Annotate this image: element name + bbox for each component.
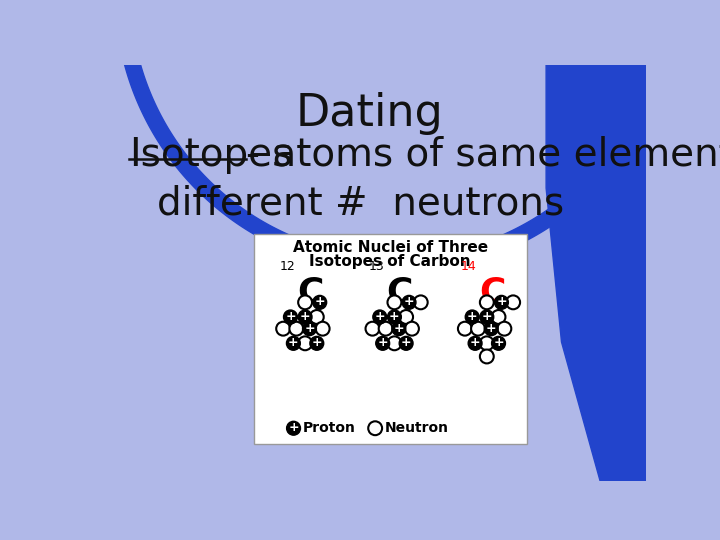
Text: Proton: Proton [303, 421, 356, 435]
Circle shape [485, 322, 498, 335]
Text: 12: 12 [279, 260, 295, 273]
Text: +: + [312, 336, 322, 349]
Text: different #  neutrons: different # neutrons [157, 184, 564, 222]
Circle shape [405, 322, 419, 335]
Circle shape [458, 322, 472, 335]
Circle shape [399, 310, 413, 324]
Polygon shape [120, 39, 575, 273]
Circle shape [392, 322, 406, 335]
Text: +: + [482, 310, 492, 323]
Circle shape [471, 322, 485, 335]
Text: +: + [304, 322, 315, 335]
Text: +: + [493, 336, 504, 349]
Circle shape [298, 336, 312, 350]
Text: C: C [387, 276, 413, 310]
Text: +: + [496, 295, 507, 308]
Circle shape [287, 421, 300, 435]
Circle shape [480, 295, 494, 309]
Circle shape [298, 310, 312, 324]
Text: Isotopes of Carbon: Isotopes of Carbon [310, 254, 471, 269]
Text: +: + [285, 310, 296, 323]
Text: 13: 13 [369, 260, 384, 273]
Circle shape [492, 336, 505, 350]
Text: +: + [374, 310, 385, 323]
Text: +: + [394, 322, 404, 335]
Circle shape [368, 421, 382, 435]
Circle shape [312, 295, 327, 309]
Circle shape [287, 336, 300, 350]
Text: C: C [297, 276, 324, 310]
Circle shape [315, 322, 330, 335]
Circle shape [399, 336, 413, 350]
Circle shape [387, 310, 401, 324]
Circle shape [468, 336, 482, 350]
Text: 14: 14 [461, 260, 477, 273]
Text: +: + [377, 336, 388, 349]
Text: +: + [288, 336, 299, 349]
Circle shape [298, 295, 312, 309]
Circle shape [373, 310, 387, 324]
Circle shape [465, 310, 479, 324]
Text: +: + [467, 310, 477, 323]
Text: Atomic Nuclei of Three: Atomic Nuclei of Three [292, 240, 487, 255]
Text: +: + [404, 295, 414, 308]
Circle shape [376, 336, 390, 350]
Text: Neutron: Neutron [384, 421, 449, 435]
Circle shape [366, 322, 379, 335]
FancyBboxPatch shape [253, 234, 527, 444]
Circle shape [414, 295, 428, 309]
Circle shape [310, 336, 324, 350]
Polygon shape [546, 65, 647, 481]
Text: +: + [401, 336, 411, 349]
Circle shape [302, 322, 316, 335]
Text: +: + [469, 336, 480, 349]
Text: +: + [288, 421, 299, 434]
Text: +: + [315, 295, 325, 308]
Circle shape [480, 336, 494, 350]
Text: +: + [389, 310, 400, 323]
Circle shape [284, 310, 297, 324]
Circle shape [506, 295, 520, 309]
Text: +: + [486, 322, 497, 335]
Circle shape [495, 295, 508, 309]
Circle shape [387, 295, 401, 309]
Circle shape [276, 322, 290, 335]
Text: Isotopes: Isotopes [129, 136, 292, 174]
Circle shape [379, 322, 392, 335]
Text: +: + [300, 310, 310, 323]
Text: - atoms of same element with: - atoms of same element with [246, 136, 720, 174]
Circle shape [498, 322, 511, 335]
Circle shape [387, 336, 401, 350]
Text: Dating: Dating [295, 92, 443, 135]
Circle shape [402, 295, 416, 309]
Circle shape [289, 322, 303, 335]
Circle shape [310, 310, 324, 324]
Circle shape [492, 310, 505, 324]
Circle shape [480, 310, 494, 324]
Text: C: C [479, 276, 505, 310]
Circle shape [480, 349, 494, 363]
